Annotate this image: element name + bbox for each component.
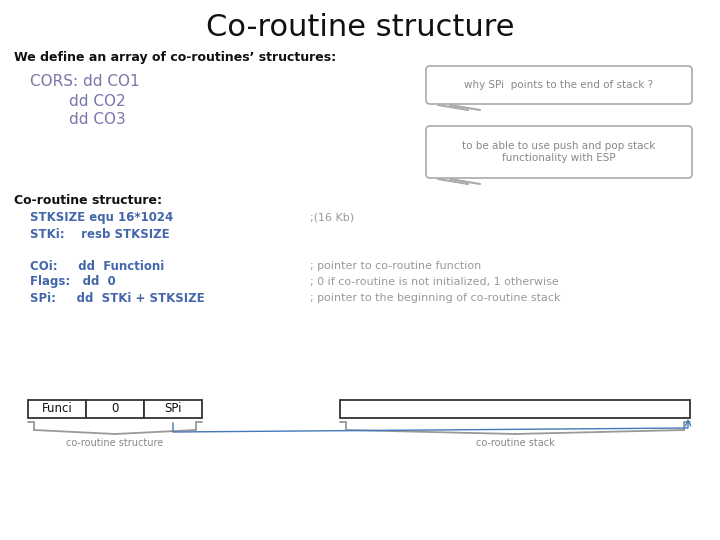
Text: co-routine structure: co-routine structure [66,438,163,448]
Text: COi:     dd  Functioni: COi: dd Functioni [30,260,164,273]
Text: ;(16 Kb): ;(16 Kb) [310,213,354,223]
Text: why SPi  points to the end of stack ?: why SPi points to the end of stack ? [464,80,654,90]
Bar [86,400,144,418]
Text: Co-routine structure:: Co-routine structure: [14,193,162,206]
Text: ; pointer to co-routine function: ; pointer to co-routine function [310,261,481,271]
Text: to be able to use push and pop stack
functionality with ESP: to be able to use push and pop stack fun… [462,141,656,163]
Text: SPi: SPi [164,402,181,415]
Text: co-routine stack: co-routine stack [476,438,554,448]
FancyBboxPatch shape [426,126,692,178]
Bar [340,400,690,418]
Text: dd CO2: dd CO2 [30,93,125,109]
Text: Co-routine structure: Co-routine structure [206,14,514,43]
Bar [144,400,202,418]
Text: STKi:    resb STKSIZE: STKi: resb STKSIZE [30,227,170,240]
Text: 0: 0 [112,402,119,415]
Text: dd CO3: dd CO3 [30,112,126,127]
Text: ; pointer to the beginning of co-routine stack: ; pointer to the beginning of co-routine… [310,293,560,303]
Bar [28,400,86,418]
Text: Funci: Funci [42,402,73,415]
Text: Flags:   dd  0: Flags: dd 0 [30,275,116,288]
Text: STKSIZE equ 16*1024: STKSIZE equ 16*1024 [30,212,174,225]
Text: SPi:     dd  STKi + STKSIZE: SPi: dd STKi + STKSIZE [30,292,204,305]
Text: ; 0 if co-routine is not initialized, 1 otherwise: ; 0 if co-routine is not initialized, 1 … [310,277,559,287]
FancyBboxPatch shape [426,66,692,104]
Text: We define an array of co-routines’ structures:: We define an array of co-routines’ struc… [14,51,336,64]
Text: CORS: dd CO1: CORS: dd CO1 [30,75,140,90]
